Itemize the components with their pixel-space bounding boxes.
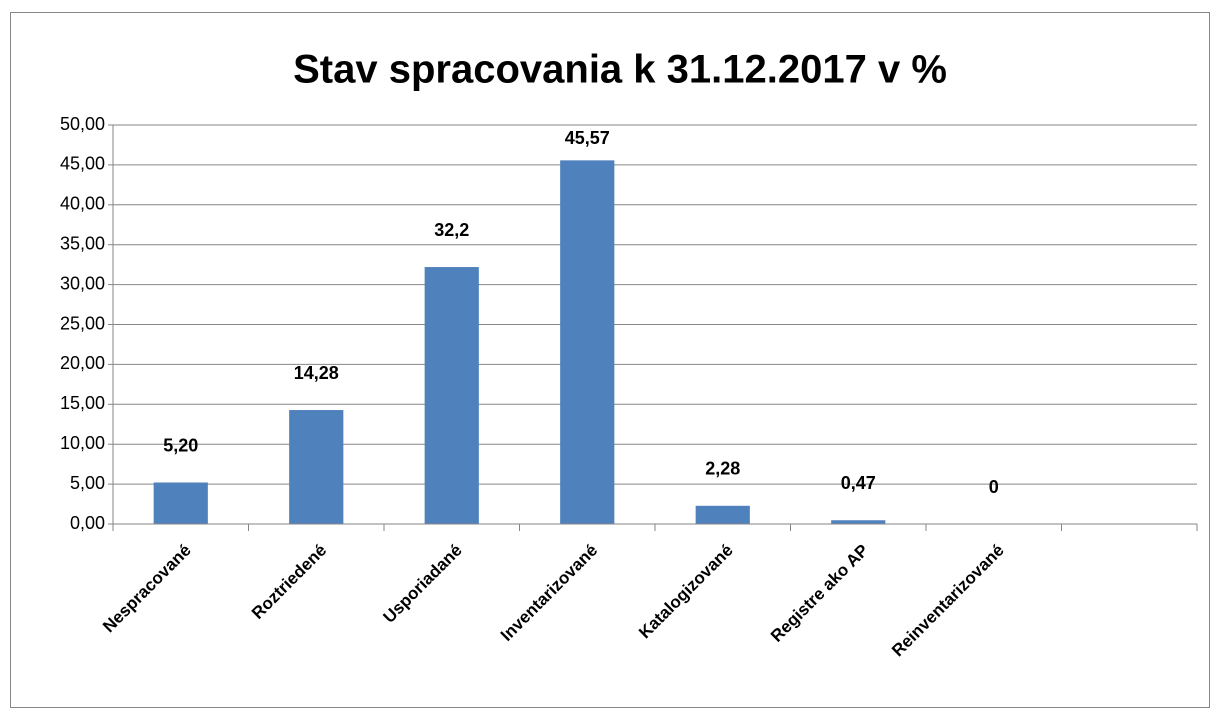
y-tick-label: 30,00 — [60, 273, 105, 293]
y-tick-label: 40,00 — [60, 194, 105, 214]
bar — [153, 482, 208, 524]
value-label: 0,47 — [841, 473, 876, 493]
y-tick-label: 35,00 — [60, 233, 105, 253]
chart-title: Stav spracovania k 31.12.2017 v % — [293, 48, 947, 92]
value-label: 45,57 — [565, 128, 610, 148]
y-tick-label: 10,00 — [60, 433, 105, 453]
value-label: 14,28 — [294, 363, 339, 383]
value-label: 0 — [989, 477, 999, 497]
y-tick-label: 5,00 — [70, 473, 105, 493]
bar — [560, 160, 615, 525]
value-label: 2,28 — [705, 459, 740, 479]
bar — [695, 505, 750, 524]
y-tick-label: 25,00 — [60, 313, 105, 333]
y-tick-label: 20,00 — [60, 353, 105, 373]
y-tick-label: 15,00 — [60, 393, 105, 413]
bar — [831, 520, 886, 524]
value-label: 5,20 — [163, 435, 198, 455]
y-tick-label: 0,00 — [70, 513, 105, 533]
y-tick-label: 45,00 — [60, 154, 105, 174]
y-tick-label: 50,00 — [60, 114, 105, 134]
value-label: 32,2 — [434, 220, 469, 240]
bar — [424, 267, 479, 524]
bar — [289, 410, 344, 524]
